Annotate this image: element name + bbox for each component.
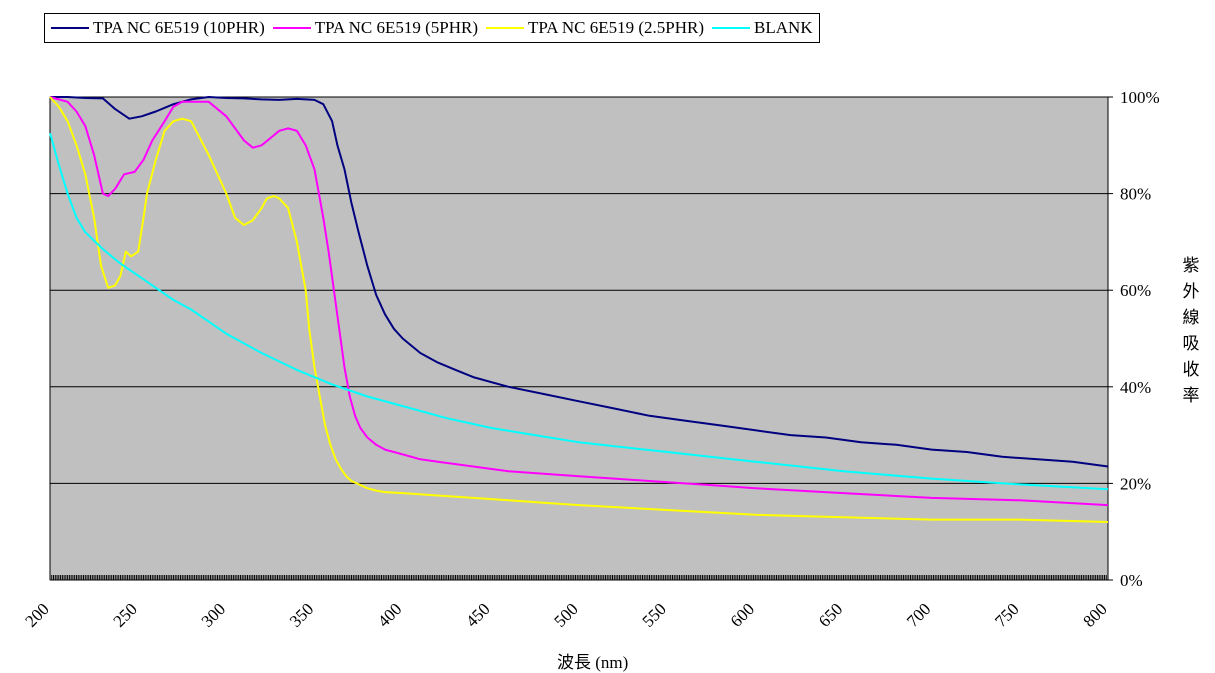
y-axis-label: 紫外線吸收率	[1182, 256, 1200, 406]
axes	[49, 96, 1113, 581]
x-tick-label: 800	[1079, 599, 1110, 630]
x-tick-label: 200	[21, 599, 52, 630]
x-tick-label: 400	[374, 599, 405, 630]
legend-item: TPA NC 6E519 (10PHR)	[51, 18, 265, 38]
y-tick-label: 60%	[1120, 281, 1151, 300]
x-tick-label: 750	[991, 599, 1022, 630]
x-tick-label: 500	[550, 599, 581, 630]
legend-label: TPA NC 6E519 (5PHR)	[314, 18, 479, 37]
legend-label: BLANK	[754, 18, 813, 37]
legend-label: TPA NC 6E519 (2.5PHR)	[528, 18, 705, 37]
legend-item: TPA NC 6E519 (5PHR)	[272, 18, 479, 38]
y-tick-label: 20%	[1120, 474, 1151, 493]
legend-swatch-2-5phr	[486, 27, 525, 29]
legend-swatch-blank	[712, 27, 751, 29]
y-tick-label: 0%	[1120, 571, 1143, 590]
y-tick-labels: 0% 20% 40% 60% 80% 100%	[1120, 88, 1160, 590]
x-tick-label: 250	[110, 599, 141, 630]
legend-label: TPA NC 6E519 (10PHR)	[93, 18, 265, 37]
legend-item: BLANK	[712, 18, 813, 38]
legend-swatch-10phr	[51, 27, 89, 29]
x-tick-label: 600	[727, 599, 758, 630]
y-tick-label: 100%	[1120, 88, 1160, 107]
x-minor-ticks	[49, 575, 1109, 580]
legend-item: TPA NC 6E519 (2.5PHR)	[486, 18, 704, 38]
x-tick-label: 650	[815, 599, 846, 630]
y-tick-label: 40%	[1120, 378, 1151, 397]
series-line-1	[49, 96, 1109, 507]
x-tick-label: 350	[286, 599, 317, 630]
x-tick-label: 700	[903, 599, 934, 630]
x-tick-label: 550	[639, 599, 670, 630]
y-tick-label: 80%	[1120, 185, 1151, 204]
series-lines	[49, 96, 1109, 523]
x-tick-label: 450	[462, 599, 493, 630]
series-line-3	[49, 132, 1109, 491]
legend: TPA NC 6E519 (10PHR) TPA NC 6E519 (5PHR)…	[44, 13, 820, 43]
legend-swatch-5phr	[272, 27, 311, 29]
x-axis-label: 波長 (nm)	[557, 653, 629, 672]
plot-area	[49, 96, 1109, 581]
x-tick-label: 300	[198, 599, 229, 630]
series-line-2	[49, 96, 1109, 523]
x-tick-labels: 200 250 300 350 400 450 500 550 600 650 700 750 800	[21, 599, 1110, 630]
